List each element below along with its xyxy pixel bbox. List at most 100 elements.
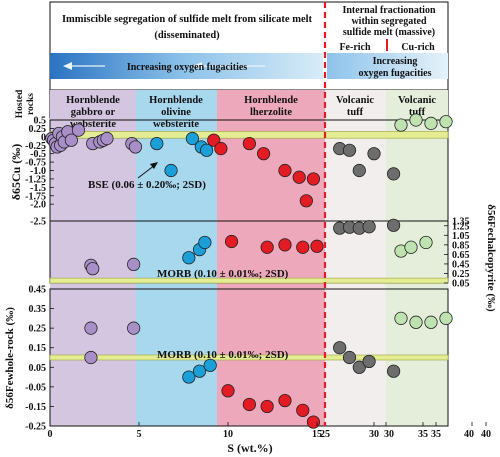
- ytick-label-top-4: -0.5: [30, 149, 46, 160]
- point-bottom-zone3-4: [296, 403, 310, 417]
- ytick-label-middle-6: 0.25: [452, 269, 470, 280]
- right-gradient-band: [327, 53, 448, 79]
- bse-arrow-head: [150, 162, 158, 169]
- point-top-zone4-2: [352, 163, 366, 178]
- ytick-label-middle-3: 0.85: [452, 240, 470, 251]
- point-top-zone5-2: [424, 116, 438, 130]
- point-middle-zone2-2: [198, 235, 212, 250]
- xtick-label-right-0: 30: [384, 429, 394, 440]
- right-title-line3: sulfide melt (massive): [343, 27, 435, 38]
- point-bottom-zone1-0: [84, 321, 98, 335]
- point-top-zone1-14: [100, 131, 114, 146]
- point-top-zone2-0: [150, 136, 164, 151]
- ytick-label-top-8: -1.5: [30, 183, 46, 194]
- ytick-label-bottom-0: 0.45: [29, 285, 47, 296]
- zone1-name-3: websterite: [70, 119, 116, 130]
- point-middle-zone4-3: [362, 220, 376, 234]
- rocks-axis-label-line1: Hosted: [15, 89, 25, 118]
- zone2-bg: [136, 90, 217, 426]
- left-title-line1: Immiscible segregation of sulfide melt f…: [62, 14, 313, 25]
- ytick-label-top-9: -1.75: [25, 191, 46, 202]
- point-bottom-zone5-2: [424, 315, 438, 329]
- point-top-zone3-1: [214, 142, 228, 156]
- fe-rich-label: Fe-rich: [339, 42, 371, 53]
- left-title-line2: (disseminated): [154, 30, 220, 41]
- point-top-zone2-4: [200, 143, 214, 157]
- reference-band-middle: [49, 277, 449, 284]
- xtick-label-left-0: 0: [48, 429, 53, 440]
- ytick-label-bottom-6: -0.15: [25, 402, 46, 413]
- ytick-label-bottom-7: -0.25: [25, 422, 46, 433]
- point-top-zone3-7: [306, 172, 321, 186]
- point-bottom-zone4-4: [386, 364, 401, 378]
- zone2-name-3: websterite: [153, 119, 199, 130]
- xtick-label-mid-2: 35: [418, 429, 428, 440]
- point-top-zone4-3: [367, 147, 381, 161]
- point-bottom-zone4-3: [362, 354, 376, 369]
- ytick-label-top-10: -2.0: [30, 200, 46, 211]
- xtick-label-right-2: 40: [481, 429, 491, 440]
- rocks-axis-label-line2: rocks: [26, 93, 36, 115]
- ytick-label-middle-0: 1.35: [452, 217, 470, 228]
- point-top-zone2-1: [164, 163, 178, 178]
- point-bottom-zone2-2: [203, 358, 217, 372]
- point-middle-zone3-0: [224, 234, 239, 249]
- point-top-zone3-5: [292, 170, 306, 184]
- ytick-label-middle-5: 0.45: [452, 259, 470, 270]
- ylabel-mid: δ56Fechalcopyrite (‰): [485, 204, 497, 312]
- point-bottom-zone3-2: [260, 399, 274, 414]
- right-title-line2: within segregated: [351, 16, 427, 27]
- right-arrow-label-line1: Increasing: [373, 56, 418, 67]
- point-bottom-zone2-1: [192, 364, 207, 378]
- point-middle-zone1-1: [86, 262, 100, 276]
- ytick-label-bottom-5: -0.05: [25, 382, 46, 393]
- point-bottom-zone4-0: [333, 341, 347, 355]
- point-middle-zone5-2: [419, 235, 433, 250]
- zone1-name-1: Hornblende: [66, 95, 120, 106]
- morb-label-mid: MORB (0.10 ± 0.01‰; 2SD): [157, 268, 289, 280]
- zone4-name-2: tuff: [347, 107, 364, 118]
- point-top-zone3-4: [278, 163, 292, 178]
- point-middle-zone3-2: [278, 238, 292, 252]
- zone4-bg: [325, 90, 386, 426]
- xtick-label-mid-0: 25: [320, 429, 330, 440]
- ylabel-bot: δ56Fewhole-rock (‰): [4, 307, 16, 409]
- morb-label-bot: MORB (0.10 ± 0.01‰; 2SD): [157, 349, 289, 361]
- point-top-zone5-1: [409, 113, 423, 127]
- ytick-label-top-0: 0.5: [34, 116, 47, 127]
- point-bottom-zone3-3: [278, 393, 292, 408]
- point-middle-zone3-3: [296, 240, 310, 254]
- ytick-label-bottom-4: 0.05: [29, 363, 47, 374]
- point-top-zone3-2: [242, 136, 256, 151]
- point-top-zone2-2: [185, 131, 199, 146]
- zone5-name-2: tuff: [409, 107, 426, 118]
- point-bottom-zone5-3: [439, 311, 453, 325]
- ytick-label-top-6: -1.0: [30, 166, 46, 177]
- ytick-label-bottom-3: 0.15: [29, 343, 47, 354]
- ytick-label-middle-4: 0.65: [452, 250, 470, 261]
- ytick-label-top-3: -0.25: [25, 141, 46, 152]
- point-top-zone4-1: [342, 143, 357, 157]
- point-bottom-zone4-1: [342, 350, 357, 365]
- bse-arrow-line: [137, 164, 156, 179]
- zone5-name-1: Volcanic: [398, 95, 436, 106]
- xtick-label-left-1: 5: [137, 429, 142, 440]
- point-bottom-zone3-5: [306, 415, 321, 429]
- left-arrow-head: [193, 62, 202, 70]
- point-bottom-zone1-1: [84, 350, 98, 365]
- point-bottom-zone5-0: [394, 311, 408, 325]
- ytick-label-bottom-1: 0.35: [29, 304, 47, 315]
- point-top-zone3-6: [299, 194, 313, 208]
- point-bottom-zone5-1: [409, 315, 423, 329]
- cu-rich-label: Cu-rich: [401, 42, 435, 53]
- ytick-label-middle-7: 0.05: [452, 279, 470, 290]
- xtick-label-left-3: 15: [312, 429, 322, 440]
- ytick-label-bottom-2: 0.25: [29, 324, 47, 335]
- xtick-label-right-1: 35: [431, 429, 441, 440]
- ylabel-top: δ65Cu (‰): [9, 144, 23, 201]
- point-bottom-zone2-0: [182, 370, 196, 384]
- zone3-name-1: Hornblende: [244, 95, 298, 106]
- point-middle-zone5-1: [404, 240, 418, 254]
- xtick-label-left-2: 10: [223, 429, 233, 440]
